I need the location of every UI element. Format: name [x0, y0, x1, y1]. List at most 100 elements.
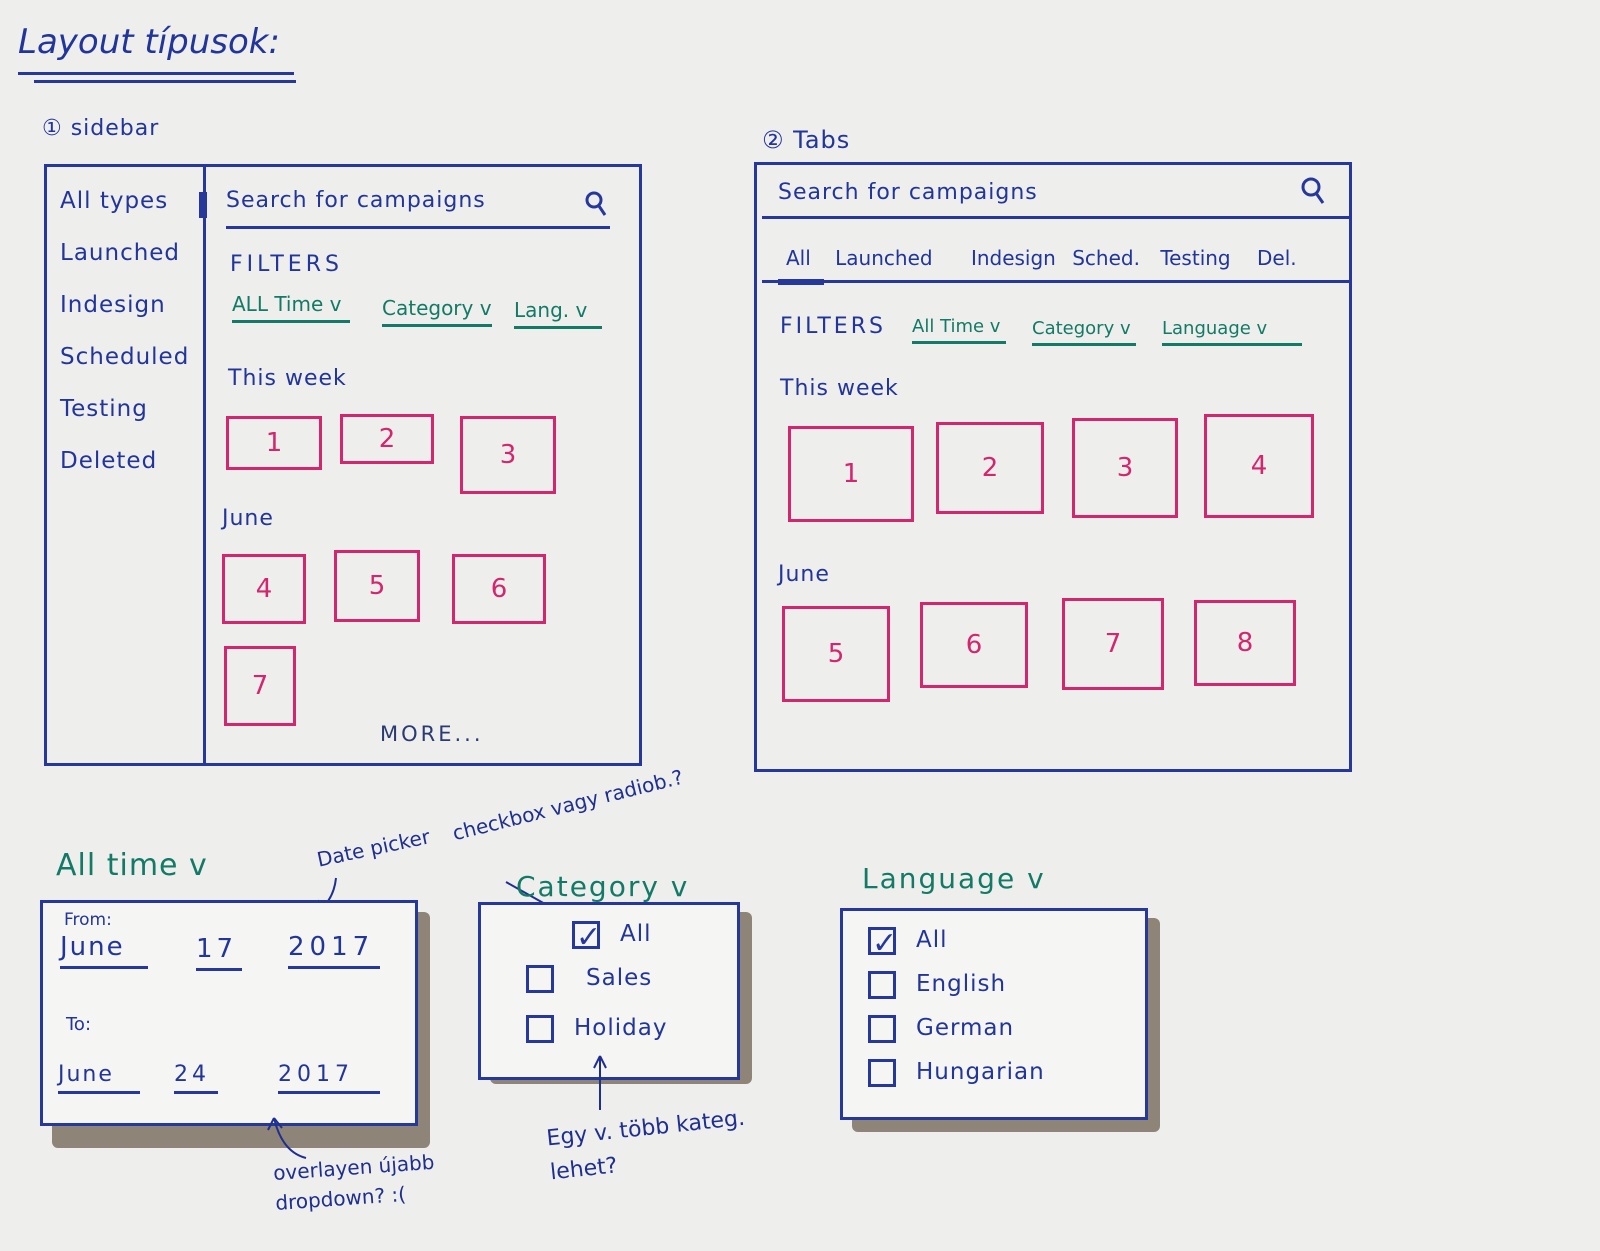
from-year-field[interactable]: 2017	[288, 932, 380, 969]
search-divider	[762, 216, 1352, 219]
option-english[interactable]: English	[868, 962, 1045, 1006]
campaign-tile[interactable]: 5	[334, 550, 420, 622]
checkbox-checked-icon[interactable]	[868, 922, 898, 966]
checkbox-icon[interactable]	[868, 1058, 896, 1087]
checkbox-icon[interactable]	[868, 1014, 896, 1043]
group-june: June	[778, 562, 830, 587]
campaign-tile[interactable]: 1	[226, 416, 322, 470]
option-sales[interactable]: Sales	[526, 956, 667, 1000]
checkbox-checked-icon[interactable]	[572, 916, 602, 960]
campaign-tile[interactable]: 5	[782, 606, 890, 702]
tab-bar: All Launched Indesign Sched. Testing Del…	[786, 246, 1297, 270]
option-label: Hungarian	[916, 1059, 1045, 1085]
campaign-tile[interactable]: 7	[224, 646, 296, 726]
search-input[interactable]: Search for campaigns	[778, 180, 1038, 205]
campaign-tile[interactable]: 4	[222, 554, 306, 624]
group-this-week: This week	[780, 376, 899, 401]
note-one-or-more-categories: Egy v. több kateg. lehet?	[545, 1105, 747, 1186]
option-label: English	[916, 971, 1007, 997]
search-icon	[1301, 177, 1325, 204]
tab-indesign[interactable]: Indesign	[970, 246, 1056, 270]
tabs-divider	[762, 280, 1352, 283]
campaign-tile[interactable]: 6	[920, 602, 1028, 688]
language-dropdown-title[interactable]: Language v	[862, 862, 1046, 895]
to-year-field[interactable]: 2017	[278, 1062, 380, 1094]
alltime-dropdown-panel	[40, 900, 418, 1126]
campaign-tile[interactable]: 3	[1072, 418, 1178, 518]
note-arrow	[267, 1117, 307, 1159]
filter-language[interactable]: Lang. v	[514, 298, 602, 329]
sidebar: All types Launched Indesign Scheduled Te…	[60, 188, 189, 500]
option-label: All	[916, 927, 948, 953]
active-tab-indicator	[778, 279, 824, 285]
campaign-tile[interactable]: 8	[1194, 600, 1296, 686]
to-month-field[interactable]: June	[58, 1062, 140, 1094]
category-dropdown-title[interactable]: Category v	[516, 870, 690, 903]
to-day-field[interactable]: 24	[174, 1062, 218, 1094]
page-title-text: Layout típusok:	[18, 22, 280, 62]
from-month-field[interactable]: June	[60, 932, 148, 969]
section2-label: ② Tabs	[762, 126, 851, 154]
tabs-layout-frame	[754, 162, 1352, 772]
filter-category[interactable]: Category v	[1032, 318, 1136, 346]
note-checkbox-or-radio: checkbox vagy radiob.?	[450, 764, 686, 846]
campaign-tile[interactable]: 1	[788, 426, 914, 522]
filters-label: FILTERS	[230, 252, 343, 277]
option-label: Holiday	[574, 1015, 668, 1041]
filter-language[interactable]: Language v	[1162, 318, 1302, 346]
sidebar-divider	[203, 164, 206, 766]
title-underline-2	[34, 80, 296, 83]
sidebar-active-marker	[199, 192, 207, 218]
tab-launched[interactable]: Launched	[835, 246, 933, 270]
search-input[interactable]: Search for campaigns	[226, 188, 610, 229]
checkbox-icon[interactable]	[868, 970, 896, 999]
option-label: All	[620, 921, 652, 947]
option-hungarian[interactable]: Hungarian	[868, 1050, 1045, 1094]
filters-label: FILTERS	[780, 314, 886, 339]
page-title: Layout típusok:	[18, 22, 280, 62]
option-all[interactable]: All	[526, 912, 667, 960]
tab-deleted[interactable]: Del.	[1256, 246, 1297, 270]
to-label: To:	[66, 1014, 92, 1035]
campaign-tile[interactable]: 7	[1062, 598, 1164, 690]
group-this-week: This week	[228, 366, 347, 391]
campaign-tile[interactable]: 3	[460, 416, 556, 494]
option-label: Sales	[586, 965, 653, 991]
sidebar-item-testing[interactable]: Testing	[60, 396, 148, 422]
option-label: German	[916, 1015, 1015, 1041]
option-german[interactable]: German	[868, 1006, 1045, 1050]
sidebar-item-all-types[interactable]: All types	[60, 188, 169, 214]
note-arrow	[593, 1055, 607, 1110]
title-underline	[18, 72, 294, 75]
filter-all-time[interactable]: ALL Time v	[232, 292, 350, 323]
group-june: June	[222, 506, 274, 531]
category-options: All Sales Holiday	[526, 912, 667, 1050]
sidebar-item-scheduled[interactable]: Scheduled	[60, 344, 190, 370]
sidebar-layout-frame	[44, 164, 642, 766]
from-day-field[interactable]: 17	[196, 934, 242, 971]
checkbox-icon[interactable]	[526, 1014, 554, 1043]
tab-scheduled[interactable]: Sched.	[1072, 246, 1140, 270]
sidebar-item-indesign[interactable]: Indesign	[60, 292, 166, 318]
alltime-dropdown-title[interactable]: All time v	[56, 848, 208, 883]
search-icon	[585, 191, 607, 216]
filter-category[interactable]: Category v	[382, 296, 492, 327]
category-dropdown-panel	[478, 902, 740, 1080]
tab-testing[interactable]: Testing	[1160, 246, 1231, 270]
more-link[interactable]: MORE...	[380, 722, 484, 746]
campaign-tile[interactable]: 2	[936, 422, 1044, 514]
campaign-tile[interactable]: 4	[1204, 414, 1314, 518]
filter-all-time[interactable]: All Time v	[912, 316, 1006, 344]
sidebar-item-launched[interactable]: Launched	[60, 240, 181, 266]
campaign-tile[interactable]: 6	[452, 554, 546, 624]
language-options: All English German Hungarian	[868, 918, 1045, 1094]
option-all[interactable]: All	[868, 918, 1045, 966]
from-label: From:	[64, 910, 112, 930]
sidebar-item-deleted[interactable]: Deleted	[60, 448, 158, 474]
search-placeholder: Search for campaigns	[226, 188, 486, 213]
tab-all[interactable]: All	[786, 246, 811, 270]
section1-label: ① sidebar	[42, 116, 160, 141]
checkbox-icon[interactable]	[526, 964, 554, 993]
campaign-tile[interactable]: 2	[340, 414, 434, 464]
option-holiday[interactable]: Holiday	[526, 1006, 667, 1050]
